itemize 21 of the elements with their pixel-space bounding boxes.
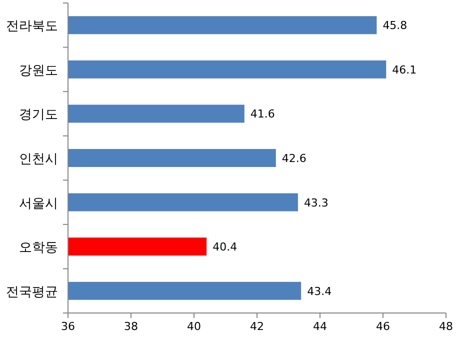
- x-tick-label: 48: [439, 320, 453, 333]
- x-tick-label: 44: [313, 320, 327, 333]
- y-tick-label: 경기도: [19, 108, 58, 123]
- x-tick-label: 42: [250, 320, 264, 333]
- x-tick-label: 46: [376, 320, 390, 333]
- data-label: 45.8: [382, 19, 408, 32]
- y-tick-label: 전국평균: [6, 284, 58, 300]
- data-label: 43.4: [307, 284, 332, 298]
- x-tick-label: 38: [124, 320, 138, 333]
- data-label: 41.6: [250, 108, 275, 121]
- data-label: 40.4: [212, 240, 238, 254]
- y-tick-label: 서울시: [19, 196, 58, 212]
- y-tick-label: 인천시: [19, 152, 58, 167]
- data-label: 42.6: [282, 152, 306, 165]
- y-tick-label: 오학동: [19, 240, 58, 256]
- y-tick-label: 강원도: [19, 63, 58, 78]
- data-label: 46.1: [392, 63, 417, 76]
- x-tick-label: 36: [61, 320, 75, 333]
- x-tick-label: 40: [187, 320, 201, 333]
- y-tick-label: 전라북도: [6, 19, 58, 34]
- data-label: 43.3: [304, 196, 328, 210]
